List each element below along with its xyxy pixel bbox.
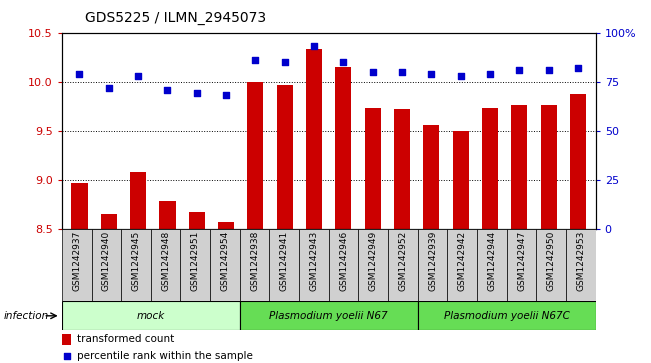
- Text: infection: infection: [3, 311, 49, 321]
- Text: GSM1242939: GSM1242939: [428, 231, 437, 291]
- Bar: [210, 229, 240, 301]
- Point: [279, 59, 290, 65]
- Bar: [418, 301, 596, 330]
- Bar: [62, 229, 92, 301]
- Point: [397, 69, 408, 75]
- Point: [544, 67, 554, 73]
- Bar: [159, 201, 176, 229]
- Text: GSM1242937: GSM1242937: [72, 231, 81, 291]
- Bar: [418, 229, 447, 301]
- Text: Plasmodium yoelii N67: Plasmodium yoelii N67: [270, 311, 388, 321]
- Text: GSM1242948: GSM1242948: [161, 231, 170, 291]
- Text: GSM1242947: GSM1242947: [517, 231, 526, 291]
- Bar: [130, 172, 146, 229]
- Text: GSM1242951: GSM1242951: [191, 231, 200, 291]
- Text: mock: mock: [137, 311, 165, 321]
- Text: transformed count: transformed count: [77, 334, 174, 344]
- Bar: [506, 229, 536, 301]
- Text: GSM1242946: GSM1242946: [339, 231, 348, 291]
- Bar: [101, 214, 117, 229]
- Text: GSM1242954: GSM1242954: [221, 231, 229, 291]
- Bar: [570, 94, 586, 229]
- Bar: [277, 85, 293, 229]
- Bar: [511, 105, 527, 229]
- Bar: [240, 229, 270, 301]
- Bar: [218, 222, 234, 229]
- Point: [221, 93, 231, 98]
- Text: Plasmodium yoelii N67C: Plasmodium yoelii N67C: [444, 311, 570, 321]
- Bar: [447, 229, 477, 301]
- Bar: [335, 67, 352, 229]
- Bar: [365, 108, 381, 229]
- Text: GSM1242938: GSM1242938: [250, 231, 259, 291]
- Bar: [329, 229, 359, 301]
- Bar: [423, 125, 439, 229]
- Bar: [189, 212, 205, 229]
- Bar: [72, 183, 87, 229]
- Text: GSM1242942: GSM1242942: [458, 231, 467, 291]
- Bar: [477, 229, 506, 301]
- Bar: [92, 229, 121, 301]
- Bar: [299, 229, 329, 301]
- Bar: [62, 301, 240, 330]
- Bar: [180, 229, 210, 301]
- Point: [485, 71, 495, 77]
- Text: GSM1242950: GSM1242950: [547, 231, 556, 291]
- Bar: [121, 229, 151, 301]
- Point: [133, 73, 143, 79]
- Point: [426, 71, 437, 77]
- Point: [368, 69, 378, 75]
- Point: [456, 73, 466, 79]
- Text: GSM1242945: GSM1242945: [132, 231, 141, 291]
- Bar: [394, 109, 410, 229]
- Bar: [270, 229, 299, 301]
- Text: GSM1242944: GSM1242944: [488, 231, 496, 291]
- Bar: [247, 82, 264, 229]
- Bar: [566, 229, 596, 301]
- Bar: [62, 334, 72, 345]
- Point: [191, 90, 202, 96]
- Point: [309, 44, 319, 49]
- Text: GSM1242941: GSM1242941: [280, 231, 289, 291]
- Text: GSM1242949: GSM1242949: [368, 231, 378, 291]
- Bar: [388, 229, 418, 301]
- Text: GSM1242940: GSM1242940: [102, 231, 111, 291]
- Point: [250, 57, 260, 63]
- Bar: [306, 49, 322, 229]
- Point: [104, 85, 114, 90]
- Bar: [536, 229, 566, 301]
- Text: GDS5225 / ILMN_2945073: GDS5225 / ILMN_2945073: [85, 11, 266, 25]
- Bar: [359, 229, 388, 301]
- Point: [162, 87, 173, 93]
- Bar: [482, 108, 498, 229]
- Bar: [452, 131, 469, 229]
- Text: GSM1242943: GSM1242943: [309, 231, 318, 291]
- Point: [514, 67, 525, 73]
- Point: [339, 59, 349, 65]
- Point: [61, 353, 72, 359]
- Text: GSM1242952: GSM1242952: [398, 231, 408, 291]
- Point: [573, 65, 583, 71]
- Text: percentile rank within the sample: percentile rank within the sample: [77, 351, 253, 361]
- Bar: [240, 301, 418, 330]
- Point: [74, 71, 85, 77]
- Bar: [151, 229, 180, 301]
- Text: GSM1242953: GSM1242953: [576, 231, 585, 291]
- Bar: [541, 105, 557, 229]
